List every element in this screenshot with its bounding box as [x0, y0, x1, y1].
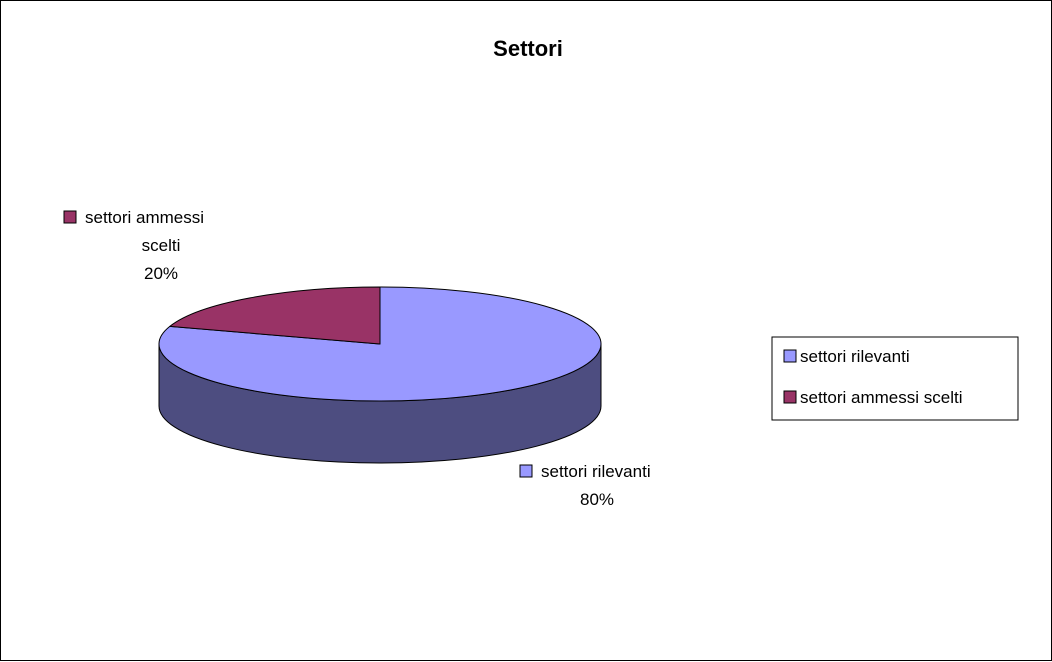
data-label-line: 20%: [144, 264, 178, 283]
legend: settori rilevanti settori ammessi scelti: [771, 336, 1019, 421]
legend-swatch-settori-rilevanti: [783, 349, 797, 363]
data-label-key-settori-rilevanti: [519, 464, 533, 478]
data-label-settori-rilevanti: settori rilevanti 80%: [519, 462, 651, 509]
pie-group: [158, 286, 602, 464]
legend-box: [771, 336, 1019, 421]
data-label-line: settori ammessi: [85, 208, 204, 227]
chart-title: Settori: [493, 36, 563, 61]
legend-swatch-settori-ammessi-scelti: [783, 390, 797, 404]
legend-entry-settori-rilevanti: settori rilevanti: [800, 347, 910, 366]
data-label-settori-ammessi-scelti: settori ammessi scelti 20%: [63, 208, 204, 283]
data-label-line: scelti: [142, 236, 181, 255]
slice-settori-ammessi-scelti: [169, 286, 381, 345]
data-label-line: 80%: [580, 490, 614, 509]
data-label-key-settori-ammessi-scelti: [63, 210, 77, 224]
data-labels: settori rilevanti 80% settori ammessi scelt…: [63, 208, 651, 509]
data-label-line: settori rilevanti: [541, 462, 651, 481]
legend-entry-settori-ammessi-scelti: settori ammessi scelti: [800, 388, 962, 407]
